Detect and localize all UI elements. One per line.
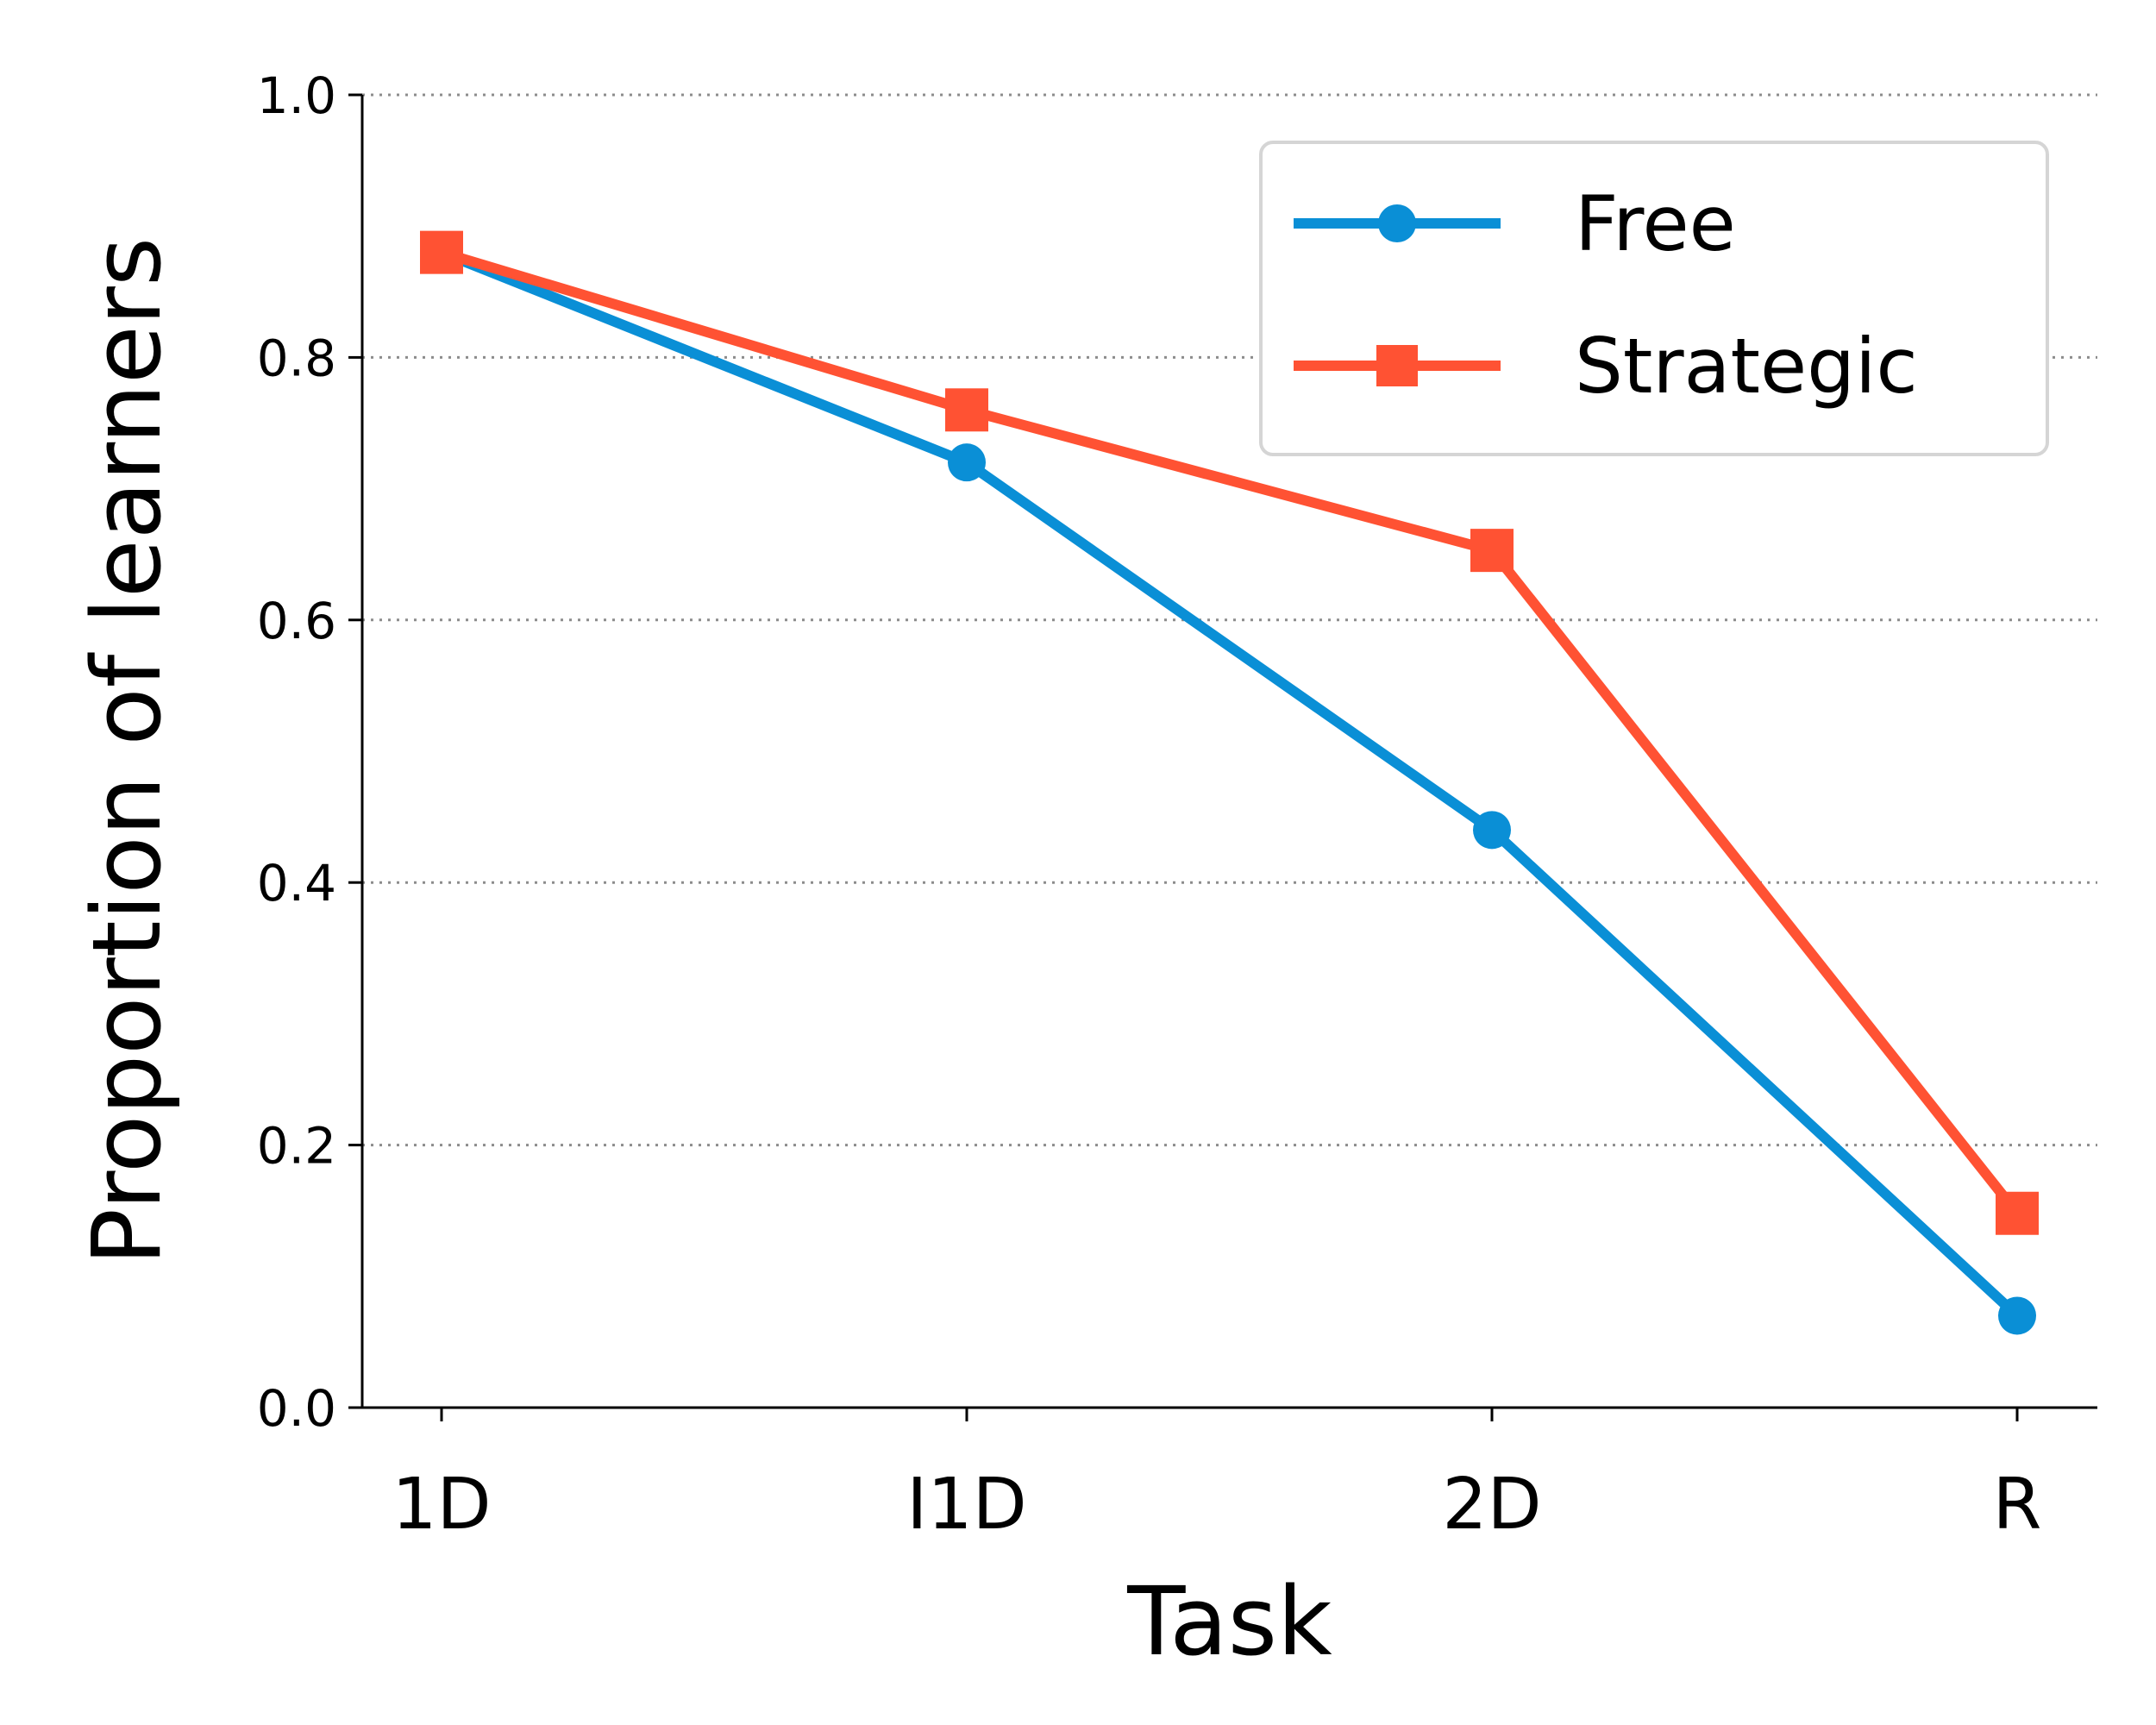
data-point-strategic: [420, 230, 463, 274]
data-point-free: [1473, 811, 1511, 850]
y-axis-label: Proportion of learners: [72, 237, 182, 1265]
data-point-free: [948, 443, 986, 482]
x-tick-label: 1D: [392, 1464, 491, 1546]
data-point-strategic: [945, 388, 988, 432]
y-tick-label: 0.8: [257, 329, 336, 387]
y-tick-label: 0.0: [257, 1379, 336, 1438]
data-point-strategic: [1470, 529, 1514, 573]
data-point-free: [1998, 1296, 2036, 1335]
legend-label-strategic: Strategic: [1575, 322, 1918, 411]
x-axis-label: Task: [1126, 1566, 1332, 1677]
data-point-strategic: [1996, 1191, 2039, 1235]
legend-marker-strategic: [1376, 345, 1418, 386]
x-tick-label: R: [1993, 1464, 2042, 1546]
x-tick-label: I1D: [906, 1464, 1027, 1546]
x-tick-label: 2D: [1442, 1464, 1541, 1546]
legend-marker-free: [1378, 204, 1416, 242]
series-line-strategic: [436, 247, 2022, 1219]
y-tick-label: 0.6: [257, 592, 336, 650]
y-tick-label: 0.4: [257, 854, 336, 913]
y-tick-label: 1.0: [257, 66, 336, 125]
y-tick-label: 0.2: [257, 1117, 336, 1176]
x-ticks: 1D I1D 2D R: [392, 1408, 2041, 1546]
legend: Free Strategic: [1259, 141, 2049, 456]
y-ticks: 0.0 0.2 0.4 0.6 0.8 1.0: [257, 66, 362, 1438]
legend-label-free: Free: [1575, 179, 1736, 268]
axes: [360, 95, 2097, 1409]
series-line-free: [436, 247, 2022, 1321]
series-group: [420, 230, 2039, 1335]
